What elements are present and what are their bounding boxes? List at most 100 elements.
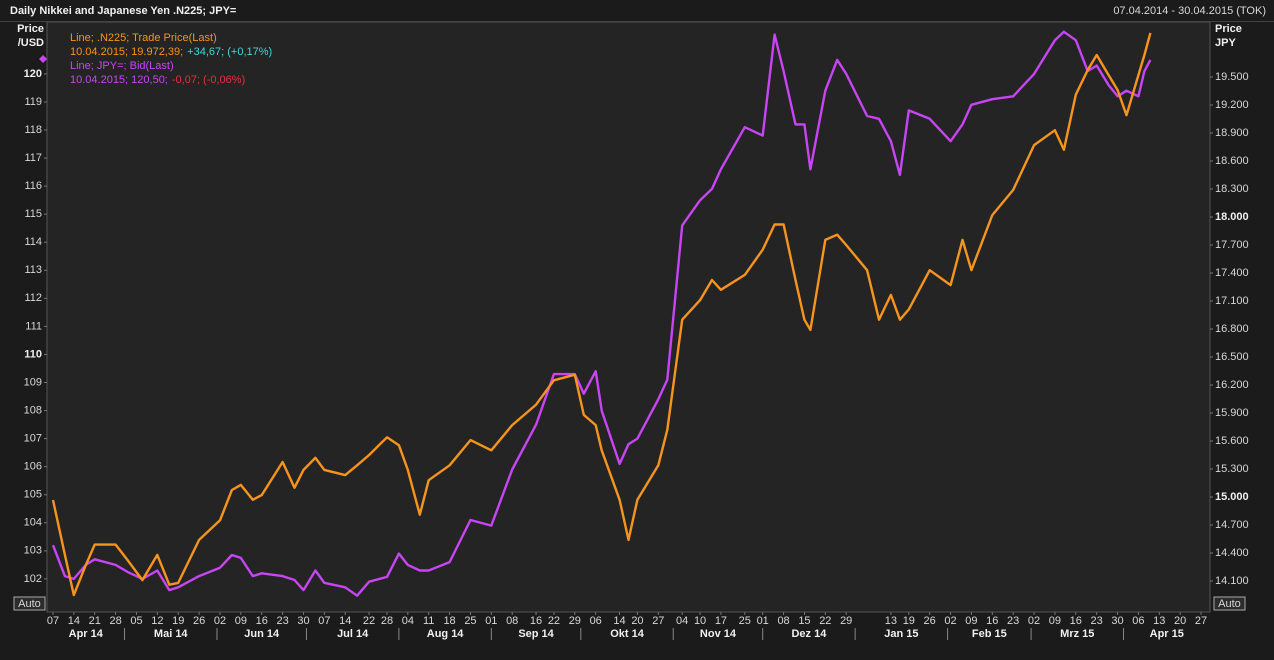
y2-tick-label: 15.000 [1215, 491, 1249, 503]
y-tick-label: 106 [24, 461, 42, 473]
x-tick-label: 02 [1028, 615, 1040, 627]
y2-tick-label: 15.300 [1215, 463, 1249, 475]
x-tick-label: 16 [530, 615, 542, 627]
x-tick-label: 17 [715, 615, 727, 627]
x-tick-label: 26 [924, 615, 936, 627]
y2-tick-label: 15.900 [1215, 407, 1249, 419]
x-tick-label: 16 [1070, 615, 1082, 627]
legend-last: 10.04.2015; 120,50; -0,07; (-0,06%) [70, 74, 245, 86]
month-label: Jun 14 [244, 628, 280, 640]
auto-button[interactable]: Auto [1213, 596, 1246, 611]
x-tick-label: 04 [676, 615, 688, 627]
y2-tick-label: 16.800 [1215, 323, 1249, 335]
x-tick-label: 23 [276, 615, 288, 627]
y2-tick-label: 17.700 [1215, 239, 1249, 251]
x-tick-label: 10 [694, 615, 706, 627]
x-tick-label: 13 [885, 615, 897, 627]
x-tick-label: 04 [402, 615, 414, 627]
x-tick-label: 15 [798, 615, 810, 627]
x-tick-label: 19 [903, 615, 915, 627]
x-tick-label: 11 [423, 615, 434, 627]
y-tick-label: 118 [24, 124, 42, 136]
x-tick-label: 01 [485, 615, 497, 627]
x-tick-label: 22 [548, 615, 560, 627]
y2-tick-label: 19.200 [1215, 99, 1249, 111]
y-tick-label: 108 [24, 404, 42, 416]
month-label: Mrz 15 [1060, 628, 1094, 640]
x-tick-label: 12 [151, 615, 163, 627]
x-tick-label: 09 [235, 615, 247, 627]
y-tick-label: 110 [24, 348, 42, 360]
x-tick-label: 26 [193, 615, 205, 627]
x-tick-label: 20 [1174, 615, 1186, 627]
month-label: Nov 14 [700, 628, 737, 640]
x-tick-label: 02 [944, 615, 956, 627]
x-tick-label: 21 [89, 615, 101, 627]
y2-tick-label: 14.700 [1215, 519, 1249, 531]
button-frame[interactable] [1213, 596, 1246, 611]
legend-change: -0,07; (-0,06%) [172, 74, 245, 86]
y-tick-label: 107 [24, 433, 42, 445]
y2-tick-label: 18.000 [1215, 211, 1249, 223]
series-marker [39, 55, 47, 63]
x-tick-label: 25 [464, 615, 476, 627]
series-line [51, 32, 1152, 597]
x-tick-label: 14 [613, 615, 625, 627]
legend-entry: Line; .N225; Trade Price(Last) [70, 32, 217, 44]
x-tick-label: 27 [1195, 615, 1207, 627]
y2-tick-label: 18.900 [1215, 127, 1249, 139]
x-tick-label: 22 [819, 615, 831, 627]
y-tick-label: 113 [24, 264, 42, 276]
x-tick-label: 23 [1007, 615, 1019, 627]
x-tick-label: 02 [214, 615, 226, 627]
month-label: Apr 14 [69, 628, 104, 640]
x-tick-label: 08 [506, 615, 518, 627]
x-tick-label: 08 [777, 615, 789, 627]
month-label: Jul 14 [337, 628, 369, 640]
chart-title: Daily Nikkei and Japanese Yen .N225; JPY… [10, 5, 236, 17]
y-tick-label: 116 [24, 180, 42, 192]
x-tick-label: 23 [1091, 615, 1103, 627]
y2-tick-label: 15.600 [1215, 435, 1249, 447]
x-tick-label: 14 [339, 615, 351, 627]
x-tick-label: 28 [381, 615, 393, 627]
y-tick-label: 114 [24, 236, 42, 248]
auto-button[interactable]: Auto [13, 596, 46, 611]
month-label: Mai 14 [154, 628, 189, 640]
x-tick-label: 19 [172, 615, 184, 627]
x-tick-label: 07 [47, 615, 59, 627]
x-tick-label: 30 [1111, 615, 1123, 627]
x-tick-label: 27 [652, 615, 664, 627]
month-label: Sep 14 [518, 628, 554, 640]
y-tick-label: 109 [24, 376, 42, 388]
button-label[interactable]: Auto [18, 598, 41, 610]
y-axis-label: /USD [18, 37, 44, 49]
y2-tick-label: 18.300 [1215, 183, 1249, 195]
legend-change: +34,67; (+0,17%) [187, 46, 272, 58]
y-tick-label: 117 [24, 152, 42, 164]
x-tick-label: 06 [1132, 615, 1144, 627]
y-tick-label: 104 [24, 517, 42, 529]
y2-tick-label: 14.400 [1215, 547, 1249, 559]
date-range: 07.04.2014 - 30.04.2015 (TOK) [1113, 5, 1266, 17]
button-label[interactable]: Auto [1218, 598, 1241, 610]
legend-last: 10.04.2015; 19.972,39; +34,67; (+0,17%) [70, 46, 272, 58]
x-tick-label: 29 [569, 615, 581, 627]
y-tick-label: 102 [24, 573, 42, 585]
x-tick-label: 25 [739, 615, 751, 627]
x-tick-label: 13 [1153, 615, 1165, 627]
x-tick-label: 01 [757, 615, 769, 627]
y-axis-label: Price [17, 23, 44, 35]
x-tick-label: 16 [986, 615, 998, 627]
y-tick-label: 120 [24, 68, 42, 80]
button-frame[interactable] [13, 596, 46, 611]
x-tick-label: 29 [840, 615, 852, 627]
y2-tick-label: 17.100 [1215, 295, 1249, 307]
y2-axis-label: JPY [1215, 37, 1236, 49]
x-tick-label: 16 [256, 615, 268, 627]
month-label: Feb 15 [972, 628, 1007, 640]
x-tick-label: 09 [965, 615, 977, 627]
x-tick-label: 28 [109, 615, 121, 627]
x-tick-label: 09 [1049, 615, 1061, 627]
